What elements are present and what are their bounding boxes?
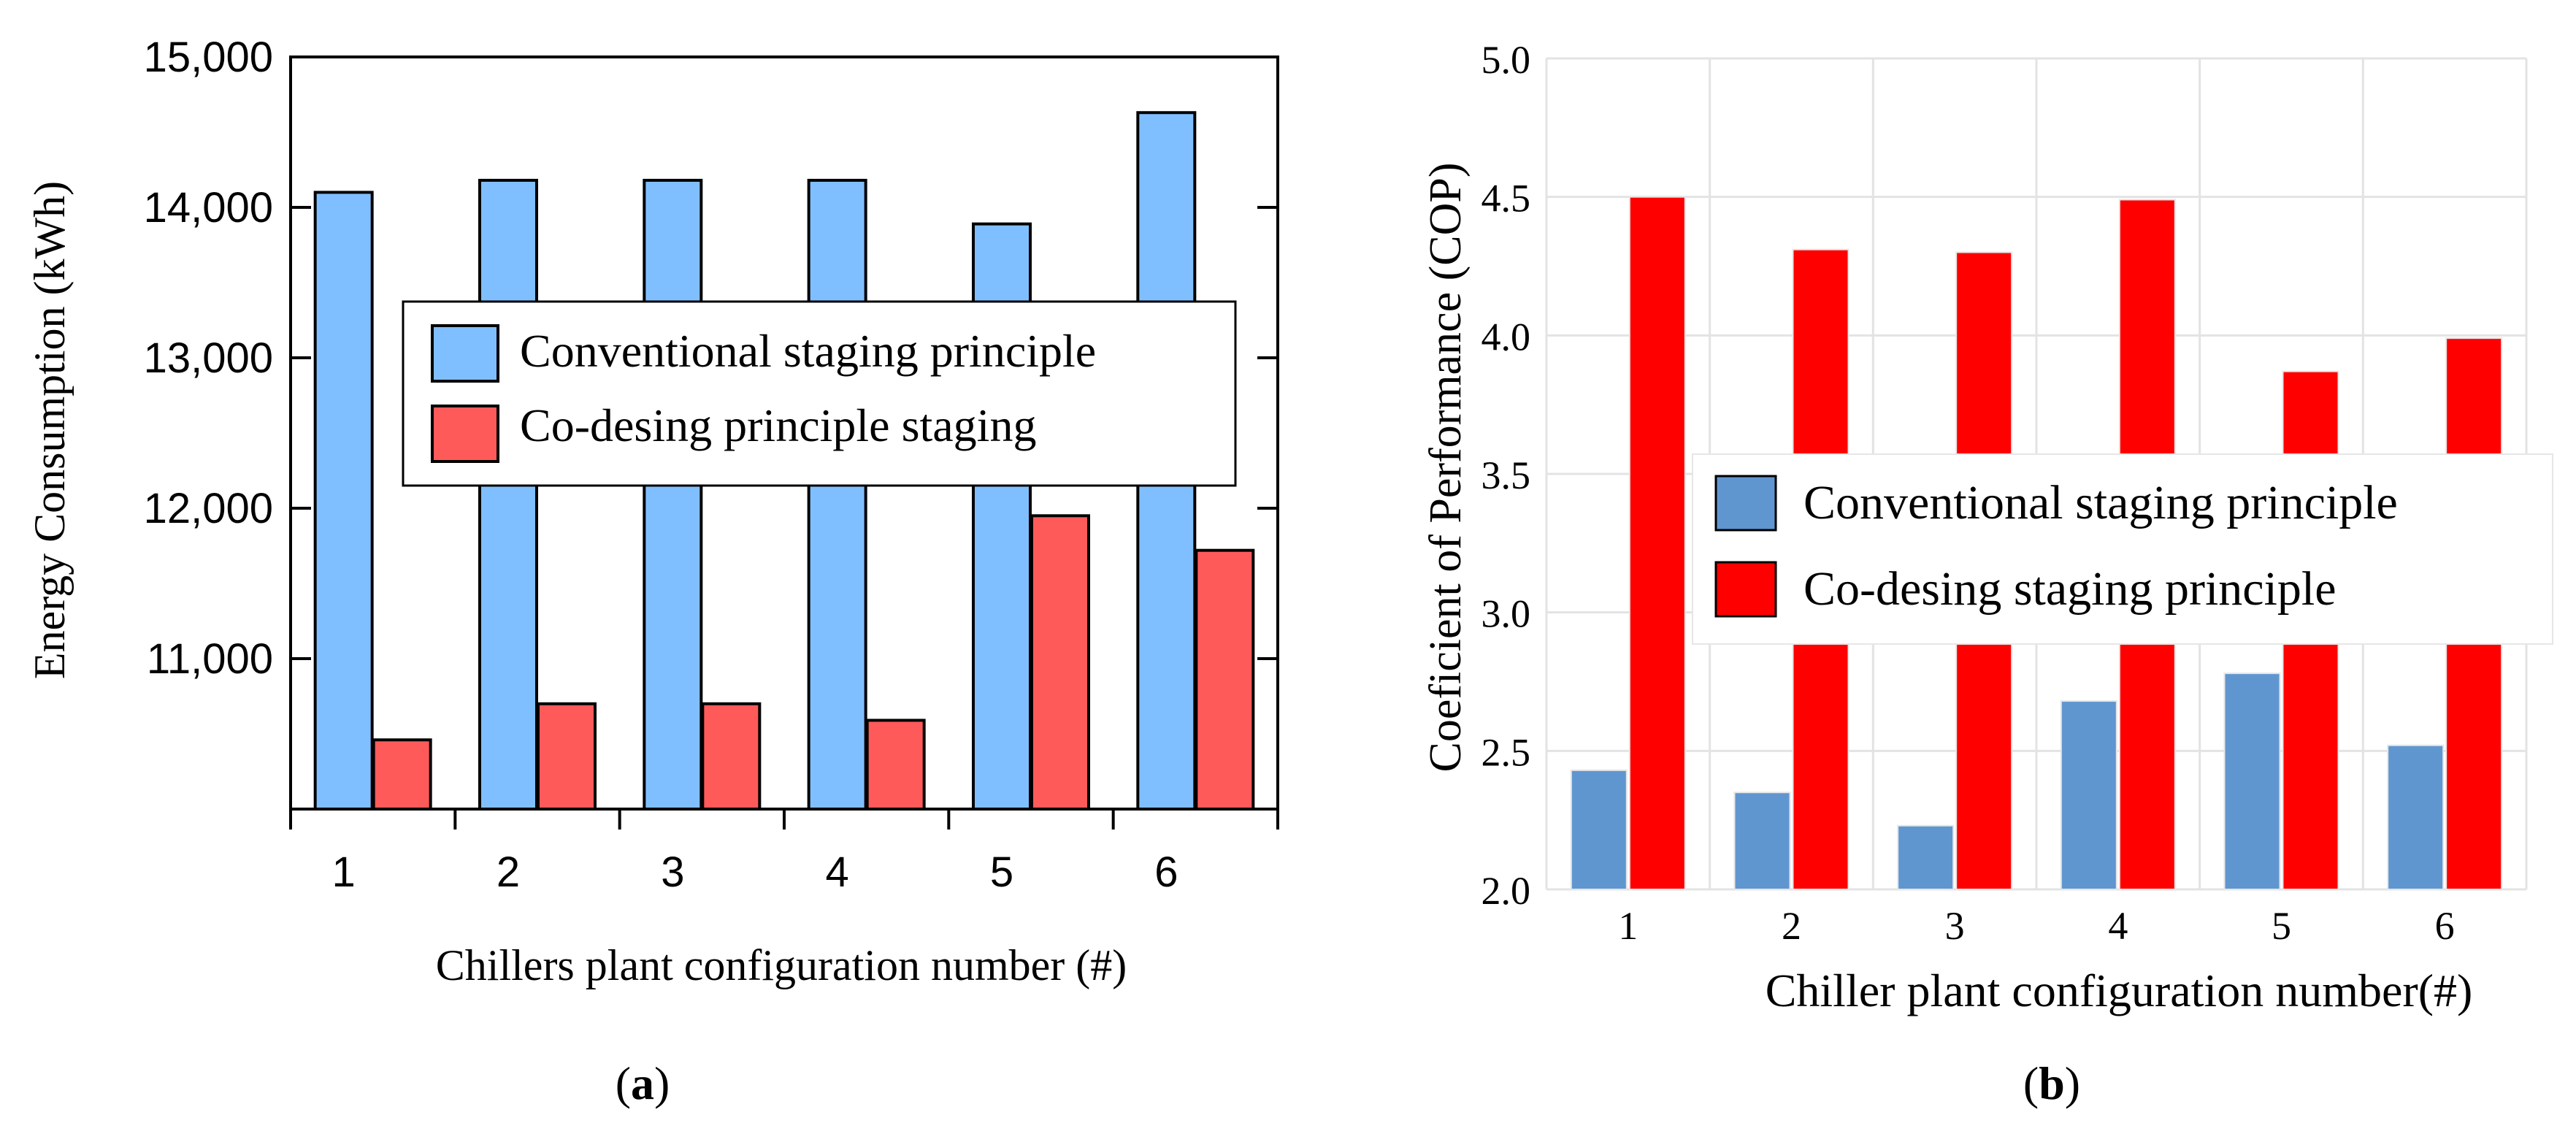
panel-a-bar-conventional-3 [643, 178, 703, 811]
panel-b-y-tick-label: 4.0 [1481, 315, 1531, 359]
panel-b-y-tick-label: 2.0 [1481, 869, 1531, 913]
panel-a-legend: Conventional staging principle Co-desing… [402, 300, 1237, 487]
panel-b-legend-swatch-codesign [1714, 561, 1777, 618]
panel-b-y-tick-label: 2.5 [1481, 730, 1531, 774]
panel-b-legend-label-codesign: Co-desing staging principle [1803, 562, 2337, 616]
panel-a-bar-codesign-5 [1030, 514, 1090, 811]
panel-b-y-axis-label: Coeficient of Performance (COP) [1421, 162, 1471, 772]
panel-a-bar-codesign-3 [701, 702, 762, 811]
panel-a-energy-chart: 11,000 12,000 13,000 14,000 15,000 1 2 3 4 5 6 En… [26, 34, 1279, 1109]
panel-b-y-tick-label: 3.0 [1481, 592, 1531, 636]
panel-b-x-tick-label: 2 [1782, 904, 1801, 948]
panel-b-x-axis-label: Chiller plant configuration number(#) [1766, 965, 2473, 1016]
panel-a-legend-swatch-codesign [431, 405, 499, 463]
panel-a-x-tick-label: 5 [990, 848, 1013, 896]
panel-a-x-tick-label: 1 [332, 848, 356, 896]
panel-a-bar-conventional-2 [478, 178, 538, 811]
panel-b-x-tick-label: 4 [2108, 904, 2128, 948]
panel-a-y-tick-label: 12,000 [144, 485, 273, 532]
panel-a-x-tick-label: 3 [661, 848, 684, 896]
panel-b-bar-conventional-2 [1733, 792, 1791, 890]
panel-a-y-axis: 11,000 12,000 13,000 14,000 15,000 [144, 34, 1278, 683]
panel-b-bar-conventional-3 [1897, 824, 1955, 890]
panel-b-cop-chart: 2.0 2.5 3.0 3.5 4.0 4.5 5.0 1 2 3 4 5 6 Coeficient … [1421, 38, 2553, 1109]
panel-a-x-axis-label: Chillers plant configuration number (#) [436, 941, 1127, 989]
panel-a-y-tick-label: 11,000 [147, 635, 273, 683]
panel-a-bar-conventional-4 [807, 178, 867, 811]
panel-a-legend-label-conventional: Conventional staging principle [520, 325, 1096, 377]
panel-b-legend-box [1692, 453, 2553, 645]
panel-a-x-tick-label: 2 [497, 848, 520, 896]
panel-b-y-tick-label: 4.5 [1481, 177, 1531, 221]
panel-a-bar-conventional-1 [313, 191, 374, 811]
panel-a-caption-letter: a [631, 1057, 654, 1109]
panel-b-legend-swatch-conventional [1714, 475, 1777, 532]
panel-b-x-tick-label: 6 [2435, 904, 2455, 948]
panel-b-bar-conventional-4 [2060, 700, 2117, 890]
panel-b-x-tick-label: 3 [1945, 904, 1965, 948]
panel-b-y-axis: 2.0 2.5 3.0 3.5 4.0 4.5 5.0 [1481, 38, 1531, 913]
panel-b-x-tick-label: 1 [1618, 904, 1638, 948]
panel-b-caption-letter: b [2039, 1057, 2065, 1109]
panel-b-caption: (b) [2023, 1057, 2080, 1109]
panel-b-legend-label-conventional: Conventional staging principle [1803, 476, 2398, 529]
panel-a-y-tick-label: 14,000 [144, 184, 273, 231]
panel-b-bar-conventional-1 [1570, 769, 1628, 891]
panel-a-legend-swatch-conventional [431, 324, 499, 383]
panel-a-bar-codesign-6 [1195, 548, 1255, 811]
panel-a-y-tick-label: 13,000 [144, 334, 273, 382]
panel-b-x-tick-label: 5 [2272, 904, 2291, 948]
panel-b-bar-conventional-6 [2387, 744, 2445, 890]
panel-a-y-tick-label: 15,000 [144, 34, 273, 81]
panel-b-bar-conventional-5 [2223, 673, 2281, 890]
panel-a-bar-codesign-4 [865, 719, 926, 811]
panel-b-bars [1570, 196, 2503, 891]
panel-a-x-tick-label: 4 [826, 848, 849, 896]
panel-a-y-axis-label: Energy Consumption (kWh) [26, 181, 74, 679]
panel-a-bar-codesign-2 [537, 702, 597, 811]
panel-a-legend-box [402, 300, 1237, 487]
panel-b-y-tick-label: 5.0 [1481, 38, 1531, 82]
panel-a-x-tick-label: 6 [1154, 848, 1178, 896]
panel-a-x-axis: 1 2 3 4 5 6 [289, 790, 1279, 896]
panel-b-bar-codesign-1 [1628, 196, 1686, 890]
panel-b-legend: Conventional staging principle Co-desing… [1692, 453, 2553, 645]
panel-a-caption: (a) [616, 1057, 670, 1109]
panel-b-x-axis: 1 2 3 4 5 6 [1618, 904, 2454, 948]
panel-a-legend-label-codesign: Co-desing principle staging [520, 399, 1036, 451]
panel-a-bar-codesign-1 [372, 738, 432, 811]
panel-b-y-tick-label: 3.5 [1481, 453, 1531, 497]
